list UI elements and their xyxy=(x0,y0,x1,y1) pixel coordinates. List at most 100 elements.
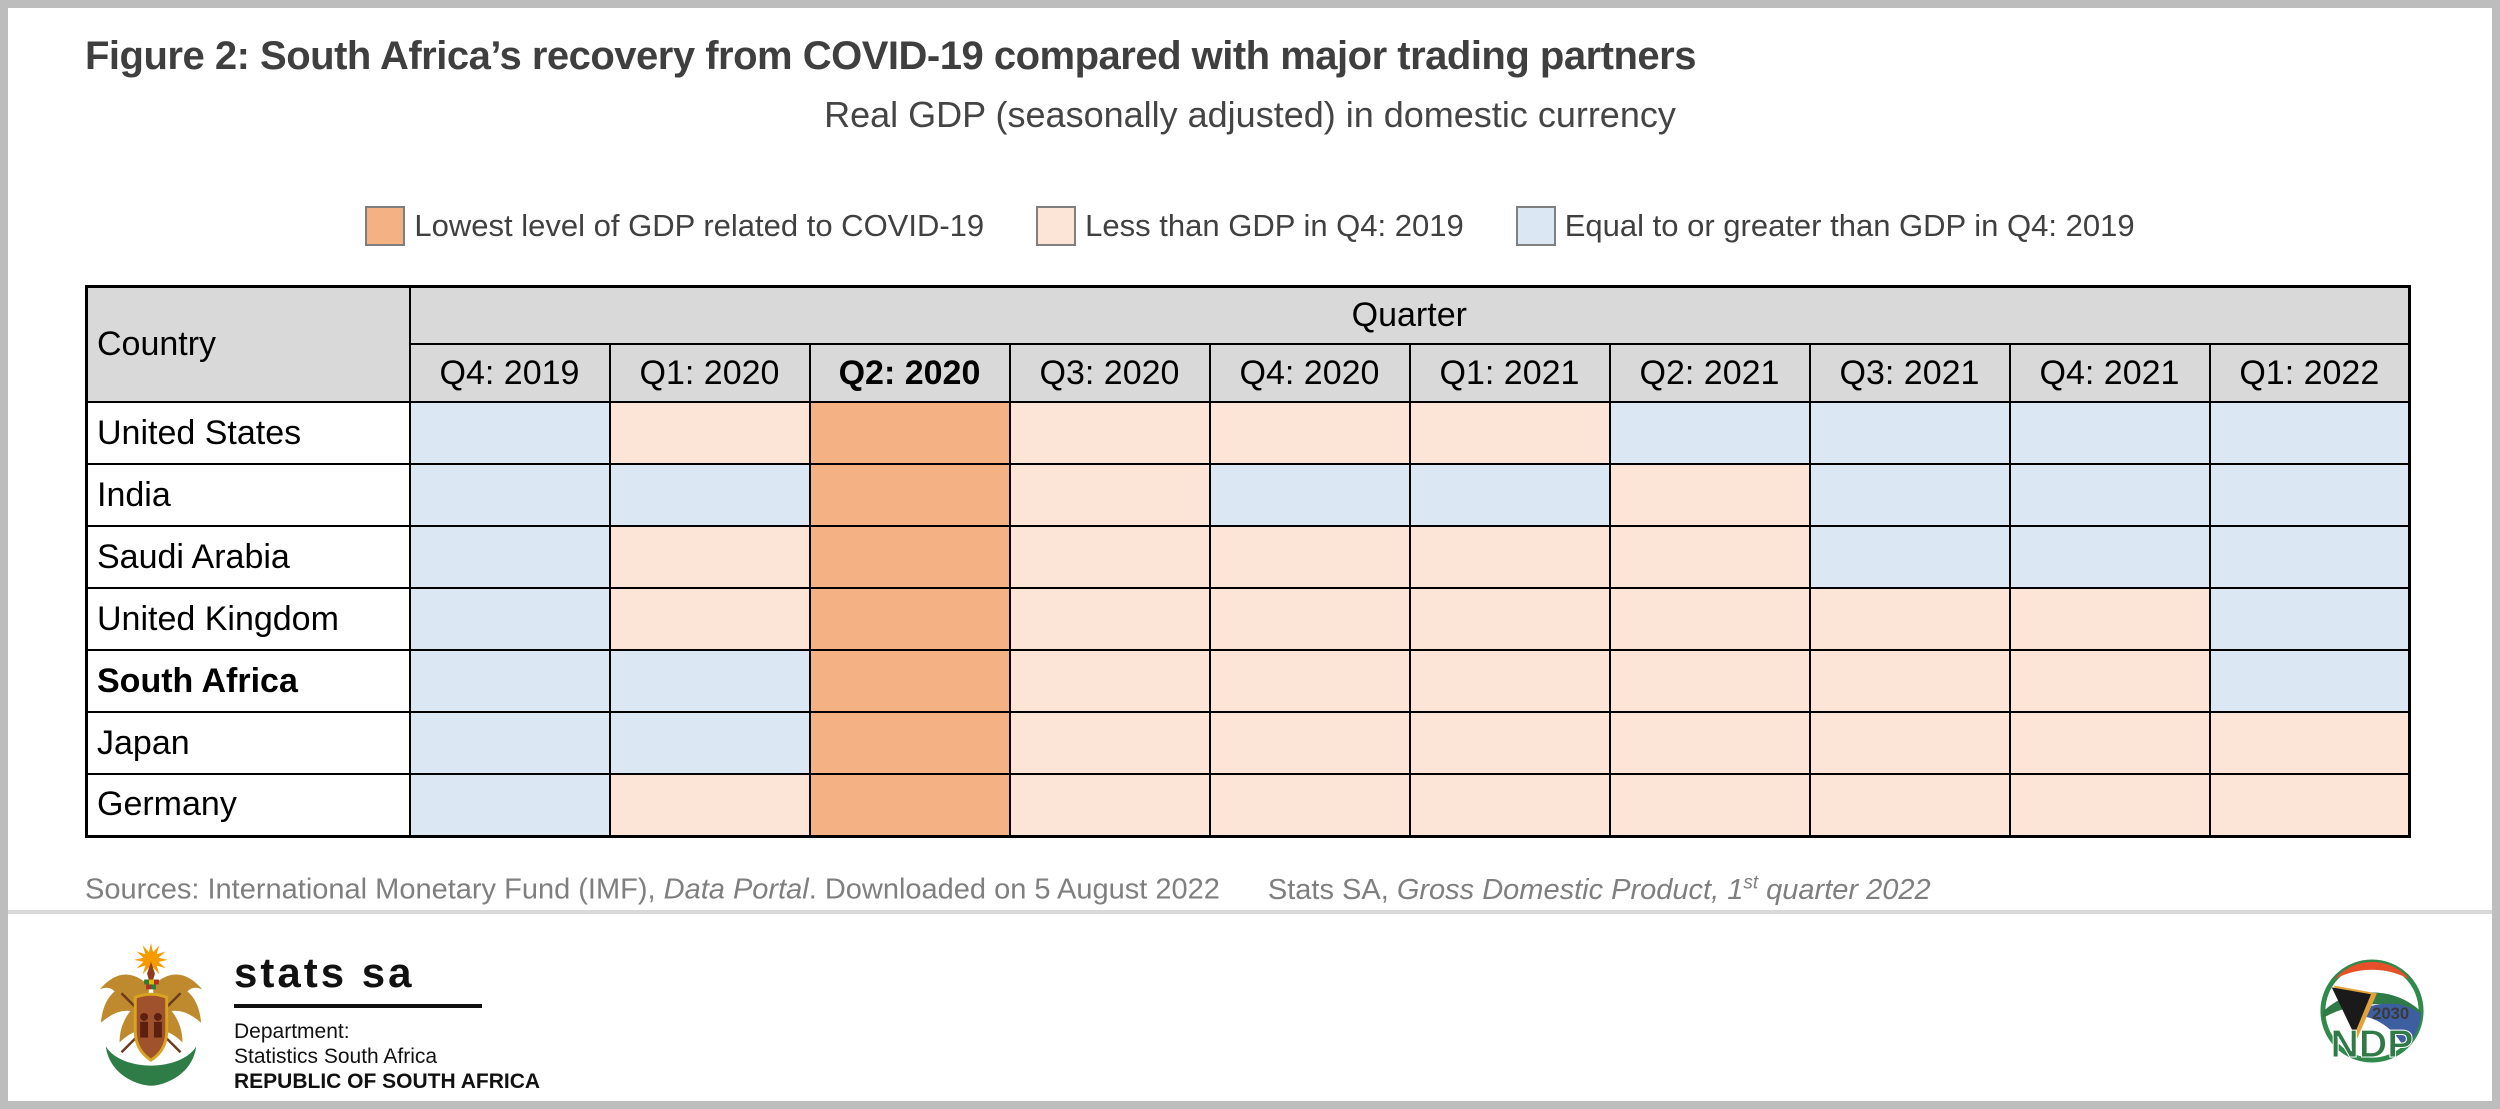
gdp-status-cell xyxy=(1408,649,1611,713)
gdp-status-cell xyxy=(1808,525,2011,589)
source-imf: Sources: International Monetary Fund (IM… xyxy=(85,873,1220,906)
quarter-header: Q4: 2019 xyxy=(408,343,611,403)
country-cell: Saudi Arabia xyxy=(85,525,411,589)
gdp-status-cell xyxy=(1608,711,1811,775)
gdp-status-cell xyxy=(608,773,811,837)
stats-sa-logo: stats sa Department: Statistics South Af… xyxy=(92,936,540,1094)
legend-swatch-lowest-icon xyxy=(365,206,406,246)
ndp-2030-icon: 2030 NDP xyxy=(2320,959,2424,1067)
gdp-status-cell xyxy=(1208,773,1411,837)
gdp-status-cell xyxy=(1008,525,1211,589)
gdp-status-cell xyxy=(608,401,811,465)
gdp-recovery-table: Country Quarter Q4: 2019 Q1: 2020 Q2: 2020 Q3… xyxy=(85,285,2412,838)
gdp-status-cell xyxy=(1408,463,1611,527)
legend-item-lowest: Lowest level of GDP related to COVID-19 xyxy=(365,206,984,246)
gdp-status-cell xyxy=(1808,587,2011,651)
gdp-status-cell xyxy=(2208,711,2411,775)
country-header: Country xyxy=(85,285,411,403)
country-cell: Japan xyxy=(85,711,411,775)
gdp-status-cell xyxy=(1608,649,1811,713)
table-row: United Kingdom xyxy=(85,587,2411,651)
gdp-status-cell xyxy=(2008,587,2211,651)
ndp-logo: 2030 NDP xyxy=(2318,954,2426,1073)
dept-line: REPUBLIC OF SOUTH AFRICA xyxy=(234,1069,541,1093)
country-cell: South Africa xyxy=(85,649,411,713)
coat-of-arms-icon xyxy=(99,943,203,1086)
legend-item-below: Less than GDP in Q4: 2019 xyxy=(1036,206,1464,246)
legend-label: Lowest level of GDP related to COVID-19 xyxy=(414,208,985,243)
stats-sa-department-lines: Department: Statistics South Africa REPU… xyxy=(234,1020,540,1094)
gdp-status-cell xyxy=(808,463,1011,527)
gdp-status-cell xyxy=(1808,711,2011,775)
gdp-status-cell xyxy=(808,525,1011,589)
gdp-status-cell xyxy=(1008,649,1211,713)
gdp-status-cell xyxy=(808,587,1011,651)
gdp-status-cell xyxy=(608,463,811,527)
gdp-status-cell xyxy=(1608,773,1811,837)
quarter-header: Q4: 2021 xyxy=(2008,343,2211,403)
legend-item-above: Equal to or greater than GDP in Q4: 2019 xyxy=(1515,206,2135,246)
table-row: Germany xyxy=(85,773,2411,837)
gdp-status-cell xyxy=(1008,773,1211,837)
gdp-status-cell xyxy=(1608,401,1811,465)
table-row: Japan xyxy=(85,711,2411,775)
gdp-status-cell xyxy=(2208,525,2411,589)
sources-line: Sources: International Monetary Fund (IM… xyxy=(85,872,1931,907)
legend-swatch-above-icon xyxy=(1515,206,1556,246)
gdp-status-cell xyxy=(1208,401,1411,465)
gdp-status-cell xyxy=(2208,773,2411,837)
gdp-status-cell xyxy=(1008,711,1211,775)
quarter-header: Q2: 2021 xyxy=(1608,343,1811,403)
gdp-status-cell xyxy=(808,401,1011,465)
table-row: Saudi Arabia xyxy=(85,525,2411,589)
gdp-status-cell xyxy=(1808,463,2011,527)
gdp-status-cell xyxy=(1608,587,1811,651)
gdp-status-cell xyxy=(1008,587,1211,651)
stats-sa-wordmark: stats sa xyxy=(234,949,415,996)
quarter-header: Q1: 2021 xyxy=(1408,343,1611,403)
gdp-status-cell xyxy=(2008,649,2211,713)
gdp-status-cell xyxy=(608,711,811,775)
gdp-status-cell xyxy=(2208,463,2411,527)
gdp-status-cell xyxy=(2008,401,2211,465)
gdp-status-cell xyxy=(1008,463,1211,527)
ndp-year: 2030 xyxy=(2372,1004,2409,1023)
gdp-status-cell xyxy=(1208,463,1411,527)
quarter-header: Q1: 2020 xyxy=(608,343,811,403)
country-cell: United Kingdom xyxy=(85,587,411,651)
gdp-status-cell xyxy=(1408,587,1611,651)
gdp-status-cell xyxy=(408,463,611,527)
gdp-status-cell xyxy=(1208,711,1411,775)
gdp-status-cell xyxy=(608,587,811,651)
legend-label: Less than GDP in Q4: 2019 xyxy=(1085,208,1464,243)
gdp-status-cell xyxy=(1208,525,1411,589)
dept-line: Department: xyxy=(234,1020,350,1043)
gdp-status-cell xyxy=(1008,401,1211,465)
country-cell: United States xyxy=(85,401,411,465)
footer-divider xyxy=(8,910,2492,914)
legend-swatch-below-icon xyxy=(1036,206,1077,246)
gdp-status-cell xyxy=(408,649,611,713)
gdp-status-cell xyxy=(2008,463,2211,527)
quarter-header: Q4: 2020 xyxy=(1208,343,1411,403)
ndp-acronym: NDP xyxy=(2331,1022,2414,1066)
gdp-status-cell xyxy=(1608,525,1811,589)
gdp-status-cell xyxy=(1808,773,2011,837)
gdp-status-cell xyxy=(1408,773,1611,837)
gdp-status-cell xyxy=(2008,525,2211,589)
gdp-status-cell xyxy=(1608,463,1811,527)
gdp-status-cell xyxy=(1808,649,2011,713)
quarter-header: Q3: 2020 xyxy=(1008,343,1211,403)
gdp-status-cell xyxy=(808,711,1011,775)
gdp-status-cell xyxy=(408,587,611,651)
country-cell: Germany xyxy=(85,773,411,837)
quarter-header: Q1: 2022 xyxy=(2208,343,2411,403)
gdp-status-cell xyxy=(2008,711,2211,775)
table-row: India xyxy=(85,463,2411,527)
gdp-status-cell xyxy=(1208,587,1411,651)
gdp-status-cell xyxy=(2208,587,2411,651)
quarter-group-header: Quarter xyxy=(408,285,2411,345)
gdp-status-cell xyxy=(2208,649,2411,713)
legend-label: Equal to or greater than GDP in Q4: 2019 xyxy=(1564,208,2135,243)
